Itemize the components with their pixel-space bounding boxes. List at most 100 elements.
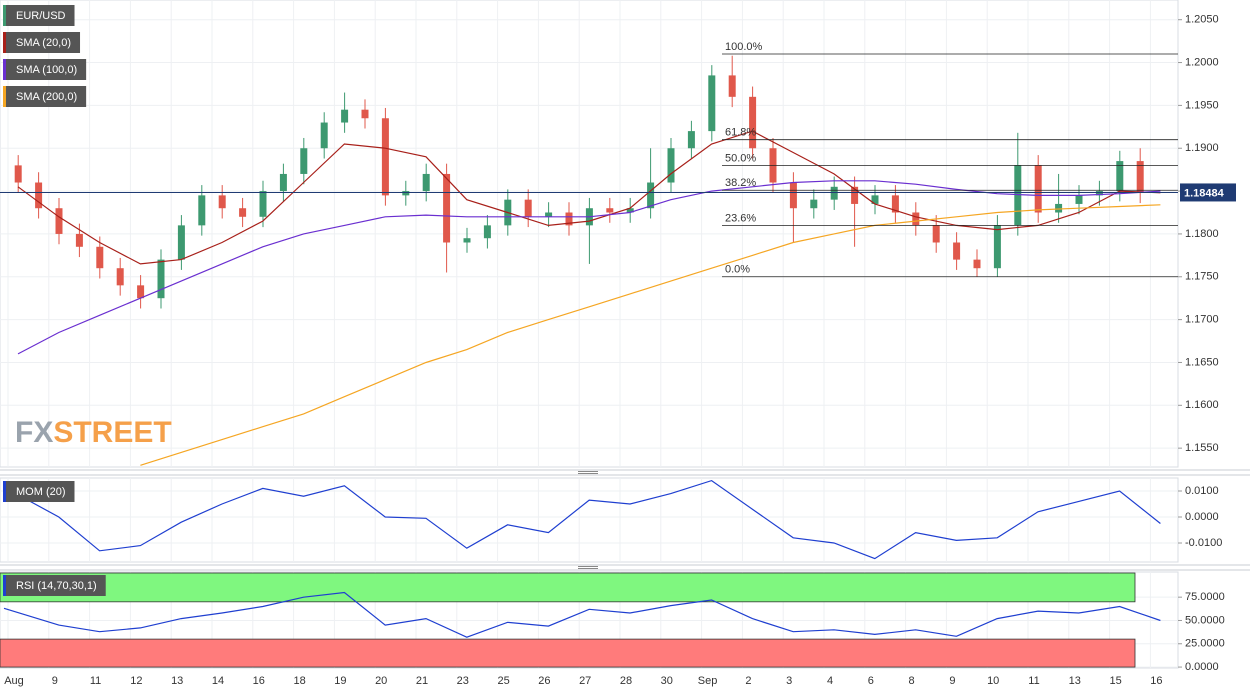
- x-tick-label: 28: [620, 675, 632, 687]
- candle-body: [218, 195, 226, 209]
- y-tick-label: 0.0000: [1185, 511, 1219, 523]
- candle-body: [687, 131, 695, 149]
- legend-swatch: [3, 32, 6, 53]
- x-tick-label: 11: [90, 675, 101, 687]
- candle-body: [381, 118, 389, 196]
- x-tick-label: 13: [171, 675, 183, 687]
- candle-body: [647, 182, 655, 209]
- legend-swatch: [3, 481, 6, 502]
- y-tick-label: 1.1650: [1185, 356, 1219, 368]
- candle-body: [239, 208, 247, 217]
- candle-body: [402, 191, 410, 196]
- candle-body: [1136, 161, 1144, 193]
- last-price-label: 1.18484: [1184, 187, 1225, 199]
- x-tick-label: 9: [949, 675, 955, 687]
- candle-body: [361, 109, 369, 119]
- candle-body: [341, 109, 349, 123]
- series-line: [3, 479, 1161, 560]
- candle-body: [300, 148, 308, 174]
- candle-body: [55, 208, 63, 234]
- legend-box[interactable]: [3, 32, 81, 53]
- legend-box[interactable]: [3, 5, 75, 26]
- candle-body: [851, 186, 859, 204]
- candle-body: [830, 186, 838, 200]
- legend-box[interactable]: [3, 575, 106, 596]
- y-tick-label: 1.1800: [1185, 228, 1219, 240]
- candle-body: [708, 75, 716, 132]
- x-tick-label: 2: [745, 675, 751, 687]
- candle-body: [728, 75, 736, 97]
- legend-swatch: [3, 59, 6, 80]
- candle-body: [1034, 165, 1042, 213]
- y-tick-label: 1.1550: [1185, 442, 1219, 454]
- x-tick-label: 26: [538, 675, 550, 687]
- candle-body: [789, 182, 797, 209]
- series-line: [17, 180, 1161, 355]
- candle-body: [667, 148, 675, 183]
- x-tick-label: 16: [253, 675, 265, 687]
- candle-body: [75, 233, 83, 247]
- candle-body: [810, 199, 818, 209]
- candle-body: [749, 96, 757, 149]
- x-tick-label: 13: [1069, 675, 1081, 687]
- y-tick-label: 75.0000: [1185, 591, 1225, 603]
- candle-body: [606, 208, 614, 213]
- series-line: [17, 130, 1161, 265]
- y-tick-label: 1.1750: [1185, 271, 1219, 283]
- watermark: FXSTREET: [15, 416, 172, 449]
- y-tick-label: 1.2050: [1185, 14, 1219, 26]
- candle-body: [953, 242, 961, 260]
- x-tick-label: 3: [786, 675, 792, 687]
- candle-body: [1095, 191, 1103, 196]
- x-tick-label: 6: [868, 675, 874, 687]
- x-tick-label: 8: [909, 675, 915, 687]
- x-tick-label: 16: [1150, 675, 1162, 687]
- fib-label: 50.0%: [725, 152, 756, 164]
- y-tick-label: 1.1950: [1185, 99, 1219, 111]
- candle-body: [137, 285, 145, 299]
- candle-body: [422, 173, 430, 192]
- candle-body: [14, 165, 22, 183]
- legend-box[interactable]: [3, 86, 87, 107]
- x-tick-label: 21: [416, 675, 428, 687]
- x-tick-label: 30: [661, 675, 673, 687]
- candle-body: [891, 195, 899, 213]
- candle-body: [1014, 165, 1022, 226]
- y-tick-label: 0.0100: [1185, 485, 1219, 497]
- candle-body: [320, 122, 328, 149]
- y-tick-label: 1.1700: [1185, 314, 1219, 326]
- legend-label: SMA (100,0): [16, 64, 77, 76]
- candle-body: [483, 225, 491, 239]
- x-tick-label: 4: [827, 675, 833, 687]
- x-tick-label: 10: [987, 675, 999, 687]
- y-tick-label: 1.1900: [1185, 142, 1219, 154]
- legend-swatch: [3, 5, 6, 26]
- x-tick-label: 9: [52, 675, 58, 687]
- legend-box[interactable]: [3, 59, 87, 80]
- mom-panel: [0, 477, 1179, 563]
- legend-label: MOM (20): [16, 486, 66, 498]
- fib-label: 0.0%: [725, 264, 750, 276]
- candle-body: [993, 225, 1001, 269]
- x-tick-label: 11: [1028, 675, 1039, 687]
- series-line: [3, 591, 1161, 638]
- candle-body: [96, 246, 104, 269]
- candle-body: [626, 208, 634, 213]
- candle-body: [932, 225, 940, 243]
- candle-body: [871, 195, 879, 204]
- candle-body: [912, 212, 920, 226]
- x-tick-label: 15: [1109, 675, 1121, 687]
- legend-swatch: [3, 86, 6, 107]
- candle-body: [1075, 195, 1083, 204]
- candle-body: [973, 259, 981, 269]
- y-tick-label: 25.0000: [1185, 638, 1225, 650]
- legend-label: EUR/USD: [16, 10, 66, 22]
- watermark-street: STREET: [53, 416, 171, 449]
- x-tick-label: 19: [334, 675, 346, 687]
- fib-label: 100.0%: [725, 41, 763, 53]
- fib-label: 23.6%: [725, 212, 756, 224]
- y-tick-label: 1.1600: [1185, 399, 1219, 411]
- candle-body: [524, 199, 532, 217]
- legend-box[interactable]: [3, 481, 75, 502]
- y-tick-label: 1.2000: [1185, 56, 1219, 68]
